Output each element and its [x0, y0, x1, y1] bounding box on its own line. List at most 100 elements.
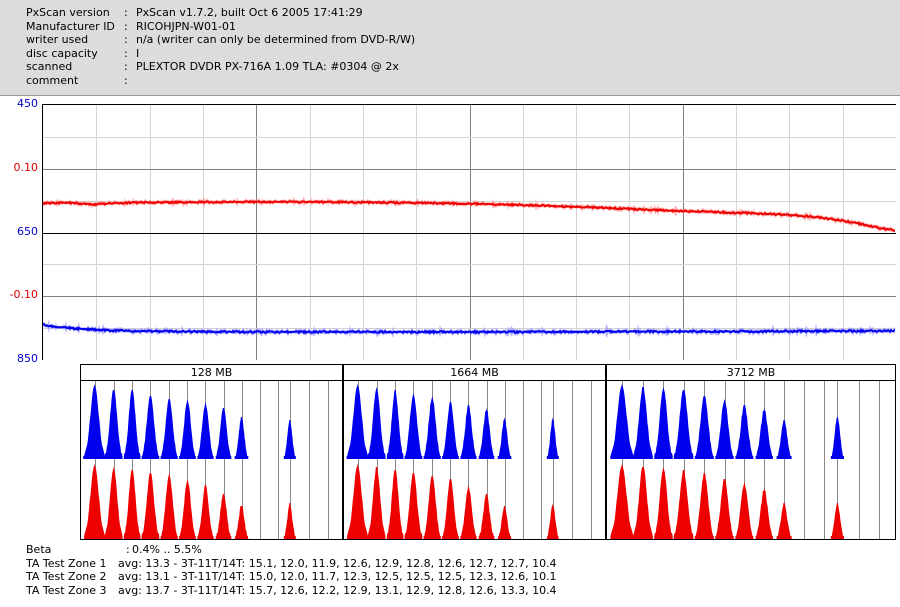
ta-test-zone-label: TA Test Zone 2 — [26, 570, 107, 583]
zone-peak-blue — [735, 405, 754, 459]
zone-peak-red-speckle — [352, 536, 354, 539]
zone-peak-blue-speckle — [90, 456, 92, 459]
zone-peak-red — [654, 467, 673, 539]
scan-info-header: PxScan version: PxScan v1.7.2, built Oct … — [0, 0, 900, 96]
blue-trace-noise-band — [43, 319, 895, 339]
zone-histogram — [344, 381, 605, 539]
zone-histogram-canvas — [83, 381, 329, 539]
zone-peak-blue — [830, 417, 844, 459]
info-row-key: PxScan version — [26, 6, 110, 19]
info-row-value: n/a (writer can only be determined from … — [136, 33, 416, 47]
zone-peak-red — [179, 479, 196, 539]
zone-peak-blue — [633, 387, 653, 459]
zone-peak-blue-speckle — [614, 456, 616, 459]
info-row-colon: : — [124, 6, 128, 19]
zone-peak-red — [442, 479, 459, 539]
zone-peak-blue — [234, 417, 249, 459]
info-row-key: Manufacturer ID — [26, 19, 115, 33]
zone-peak-blue-speckle — [617, 456, 619, 459]
ta-test-zone-row: TA Test Zone 2 avg: 13.1 - 3T-11T/14T: 15… — [26, 570, 886, 584]
zone-panel: 3712 MB — [606, 364, 896, 540]
zone-peak-blue — [546, 417, 559, 459]
zone-peak-red — [215, 494, 232, 539]
zone-peak-blue — [610, 384, 634, 459]
zone-peak-blue-speckle — [348, 456, 351, 459]
zone-peak-red-speckle — [615, 536, 618, 539]
zone-peak-blue — [776, 420, 792, 459]
zone-peak-blue — [84, 384, 105, 459]
zone-peak-blue — [673, 390, 694, 459]
zone-panel: 128 MB — [80, 364, 343, 540]
zone-peak-blue — [442, 402, 459, 459]
zone-peak-red — [141, 473, 160, 539]
zone-peak-red — [84, 464, 105, 539]
zone-peak-red — [123, 470, 141, 539]
zone-title: 3712 MB — [607, 365, 895, 381]
zone-peak-blue — [715, 399, 734, 459]
ta-test-zone-row: TA Test Zone 1 avg: 13.3 - 3T-11T/14T: 15… — [26, 557, 886, 571]
zone-histogram — [81, 381, 342, 539]
y-tick-scale-red: -0.10 — [9, 288, 38, 302]
zone-peak-red-speckle — [613, 536, 616, 539]
beta-colon: : — [126, 543, 130, 556]
zone-peak-red — [104, 467, 123, 539]
zone-peak-blue — [404, 393, 423, 459]
zone-peak-red — [160, 473, 178, 539]
zone-peak-red-speckle — [90, 536, 92, 539]
scan-results-footer: Beta:0.4% .. 5.5% TA Test Zone 1 avg: 13.3… — [26, 543, 886, 597]
ta-test-zone-value: avg: 13.7 - 3T-11T/14T: 15.7, 12.6, 12.2… — [118, 583, 557, 597]
ta-test-zone-value: avg: 13.3 - 3T-11T/14T: 15.1, 12.0, 11.9… — [118, 556, 557, 570]
zone-peak-red — [755, 488, 773, 539]
zone-peak-red — [283, 503, 296, 539]
info-row-value: I — [136, 46, 140, 60]
zone-peak-red-speckle — [610, 536, 612, 539]
zone-peak-red — [460, 485, 477, 539]
zone-peak-red — [367, 467, 386, 539]
zone-peak-red — [694, 473, 714, 539]
zone-peak-red — [478, 494, 495, 539]
zone-peak-red — [735, 482, 754, 539]
info-row-key: writer used — [26, 33, 89, 47]
zone-peak-blue — [160, 399, 178, 459]
y-tick-scale-blue: 650 — [17, 224, 38, 238]
zone-peak-blue — [497, 417, 512, 459]
y-tick-scale-red: 0.10 — [13, 160, 39, 174]
zone-peak-red — [776, 503, 792, 539]
zone-peak-blue — [755, 408, 773, 459]
red-trace — [43, 199, 896, 232]
zone-peak-red — [404, 473, 423, 539]
zone-peak-blue — [654, 387, 673, 459]
zone-peak-red — [610, 464, 634, 539]
zone-peak-blue — [347, 384, 368, 459]
zone-peak-red — [234, 506, 249, 539]
info-row-colon: : — [124, 46, 128, 60]
zone-title: 1664 MB — [344, 365, 605, 381]
info-row-value: PLEXTOR DVDR PX-716A 1.09 TLA: #0304 @ 2… — [136, 60, 399, 74]
zone-peak-red — [386, 470, 404, 539]
zone-peak-blue — [478, 408, 495, 459]
zone-peak-blue-speckle — [610, 456, 612, 459]
blue-trace — [43, 322, 896, 335]
info-row-key: disc capacity — [26, 46, 98, 60]
ta-test-zone-panels: 128 MB 1664 MB 3712 MB — [80, 364, 896, 540]
beta-value: 0.4% .. 5.5% — [132, 543, 202, 556]
chart-canvas — [43, 105, 896, 360]
zone-peak-blue — [367, 387, 386, 459]
quality-scan-chart — [42, 104, 896, 360]
ta-test-zone-label: TA Test Zone 3 — [26, 583, 107, 597]
beta-label: Beta — [26, 543, 52, 556]
zone-peak-red — [497, 506, 512, 539]
zone-peak-blue — [141, 396, 160, 459]
zone-peak-blue — [460, 405, 477, 459]
ta-test-zone-label: TA Test Zone 1 — [26, 556, 107, 570]
zone-peak-red — [423, 476, 441, 539]
zone-peak-blue-speckle — [83, 456, 85, 459]
zone-title: 128 MB — [81, 365, 342, 381]
info-row-colon: : — [124, 60, 128, 74]
zone-peak-red — [546, 503, 559, 539]
zone-peak-blue — [386, 390, 404, 459]
zone-peak-blue-speckle — [350, 456, 352, 459]
zone-peak-red — [633, 467, 653, 539]
zone-histogram-canvas — [610, 381, 880, 539]
y-tick-scale-blue: 450 — [17, 97, 38, 110]
